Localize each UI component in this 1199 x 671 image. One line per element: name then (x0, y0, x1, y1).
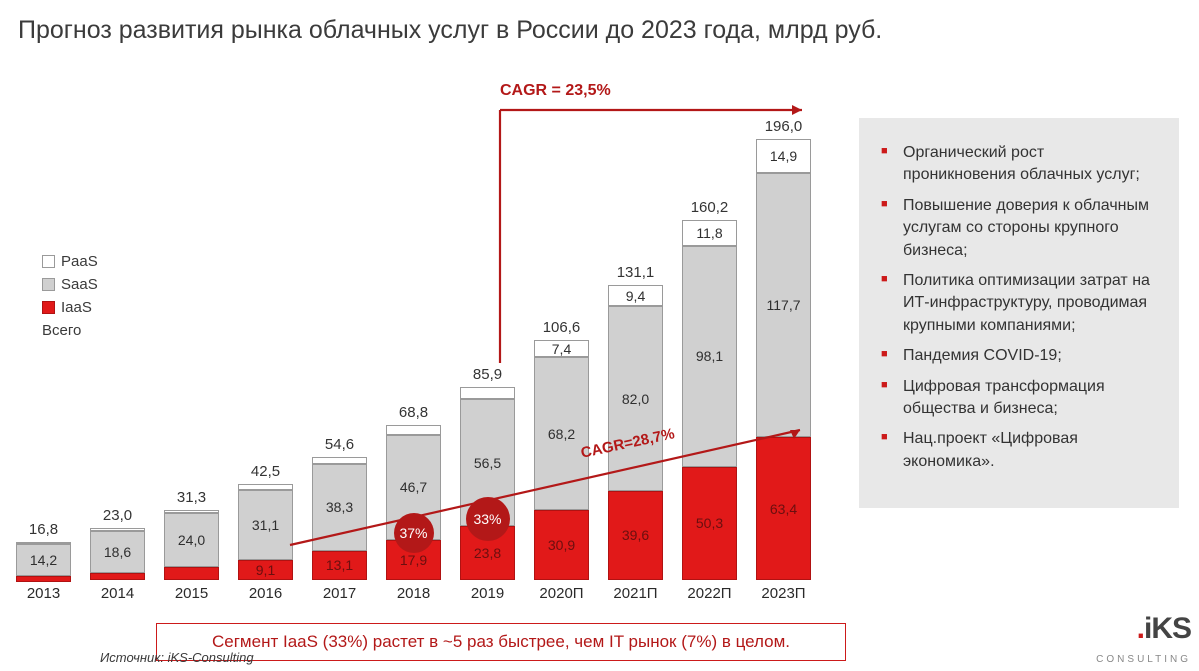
seg-saas: 117,7 (756, 173, 811, 438)
bar-2016: 31,19,142,52016 (238, 484, 293, 580)
growth-badge: 33% (466, 497, 510, 541)
logo: .iKS CONSULTING (1096, 617, 1191, 665)
bar-2013: 14,216,82013 (16, 542, 71, 580)
x-axis-label: 2021П (608, 585, 663, 602)
seg-iaas (90, 573, 145, 580)
seg-saas: 14,2 (16, 544, 71, 576)
seg-paas (460, 387, 515, 400)
total-label: 106,6 (534, 319, 589, 336)
seg-saas: 18,6 (90, 531, 145, 573)
seg-paas (386, 425, 441, 435)
seg-iaas (164, 567, 219, 581)
seg-saas: 38,3 (312, 464, 367, 550)
x-axis-label: 2023П (756, 585, 811, 602)
bar-2022П: 11,898,150,3160,22022П (682, 220, 737, 580)
x-axis-label: 2018 (386, 585, 441, 602)
x-axis-label: 2016 (238, 585, 293, 602)
bullet-item: Повышение доверия к облачным услугам со … (881, 195, 1159, 262)
bullet-item: Пандемия COVID-19; (881, 345, 1159, 367)
bullet-item: Нац.проект «Цифровая экономика». (881, 428, 1159, 473)
seg-saas: 82,0 (608, 306, 663, 491)
seg-paas: 9,4 (608, 285, 663, 306)
side-panel: Органический рост проникновения облачных… (859, 118, 1179, 508)
seg-iaas: 13,1 (312, 551, 367, 580)
seg-iaas: 63,4 (756, 437, 811, 580)
bar-2015: 24,031,32015 (164, 510, 219, 580)
total-label: 16,8 (16, 521, 71, 538)
bar-2023П: 14,9117,763,4196,02023П (756, 139, 811, 580)
cagr-top-label: CAGR = 23,5% (500, 82, 611, 100)
bar-2017: 38,313,154,62017 (312, 457, 367, 580)
seg-iaas: 50,3 (682, 467, 737, 580)
total-label: 85,9 (460, 366, 515, 383)
bar-2020П: 7,468,230,9106,62020П (534, 340, 589, 580)
bar-2019: 56,523,885,92019 (460, 387, 515, 581)
page-title: Прогноз развития рынка облачных услуг в … (18, 16, 882, 45)
bullet-item: Органический рост проникновения облачных… (881, 142, 1159, 187)
bullet-item: Политика оптимизации затрат на ИТ-инфрас… (881, 270, 1159, 337)
x-axis-label: 2019 (460, 585, 515, 602)
seg-iaas: 9,1 (238, 560, 293, 580)
bullet-item: Цифровая трансформация общества и бизнес… (881, 376, 1159, 421)
seg-paas (312, 457, 367, 464)
x-axis-label: 2017 (312, 585, 367, 602)
total-label: 131,1 (608, 264, 663, 281)
total-label: 23,0 (90, 507, 145, 524)
seg-saas: 31,1 (238, 490, 293, 560)
total-label: 54,6 (312, 436, 367, 453)
total-label: 196,0 (756, 118, 811, 135)
seg-paas: 7,4 (534, 340, 589, 357)
x-axis-label: 2020П (534, 585, 589, 602)
seg-saas: 24,0 (164, 513, 219, 567)
bar-2018: 46,717,968,82018 (386, 425, 441, 580)
stacked-bar-chart: 14,216,8201318,623,0201424,031,3201531,1… (0, 60, 840, 620)
seg-iaas (16, 576, 71, 582)
seg-saas: 98,1 (682, 246, 737, 467)
bar-2014: 18,623,02014 (90, 528, 145, 580)
seg-saas: 68,2 (534, 357, 589, 510)
x-axis-label: 2022П (682, 585, 737, 602)
x-axis-label: 2014 (90, 585, 145, 602)
x-axis-label: 2015 (164, 585, 219, 602)
seg-paas: 11,8 (682, 220, 737, 247)
total-label: 68,8 (386, 404, 441, 421)
x-axis-label: 2013 (16, 585, 71, 602)
seg-paas: 14,9 (756, 139, 811, 173)
seg-iaas: 39,6 (608, 491, 663, 580)
seg-iaas: 30,9 (534, 510, 589, 580)
total-label: 31,3 (164, 489, 219, 506)
growth-badge: 37% (394, 513, 434, 553)
callout-box: Сегмент IaaS (33%) растет в ~5 раз быстр… (156, 623, 846, 661)
source-label: Источник: iKS-Consulting (100, 650, 254, 665)
total-label: 42,5 (238, 463, 293, 480)
total-label: 160,2 (682, 199, 737, 216)
